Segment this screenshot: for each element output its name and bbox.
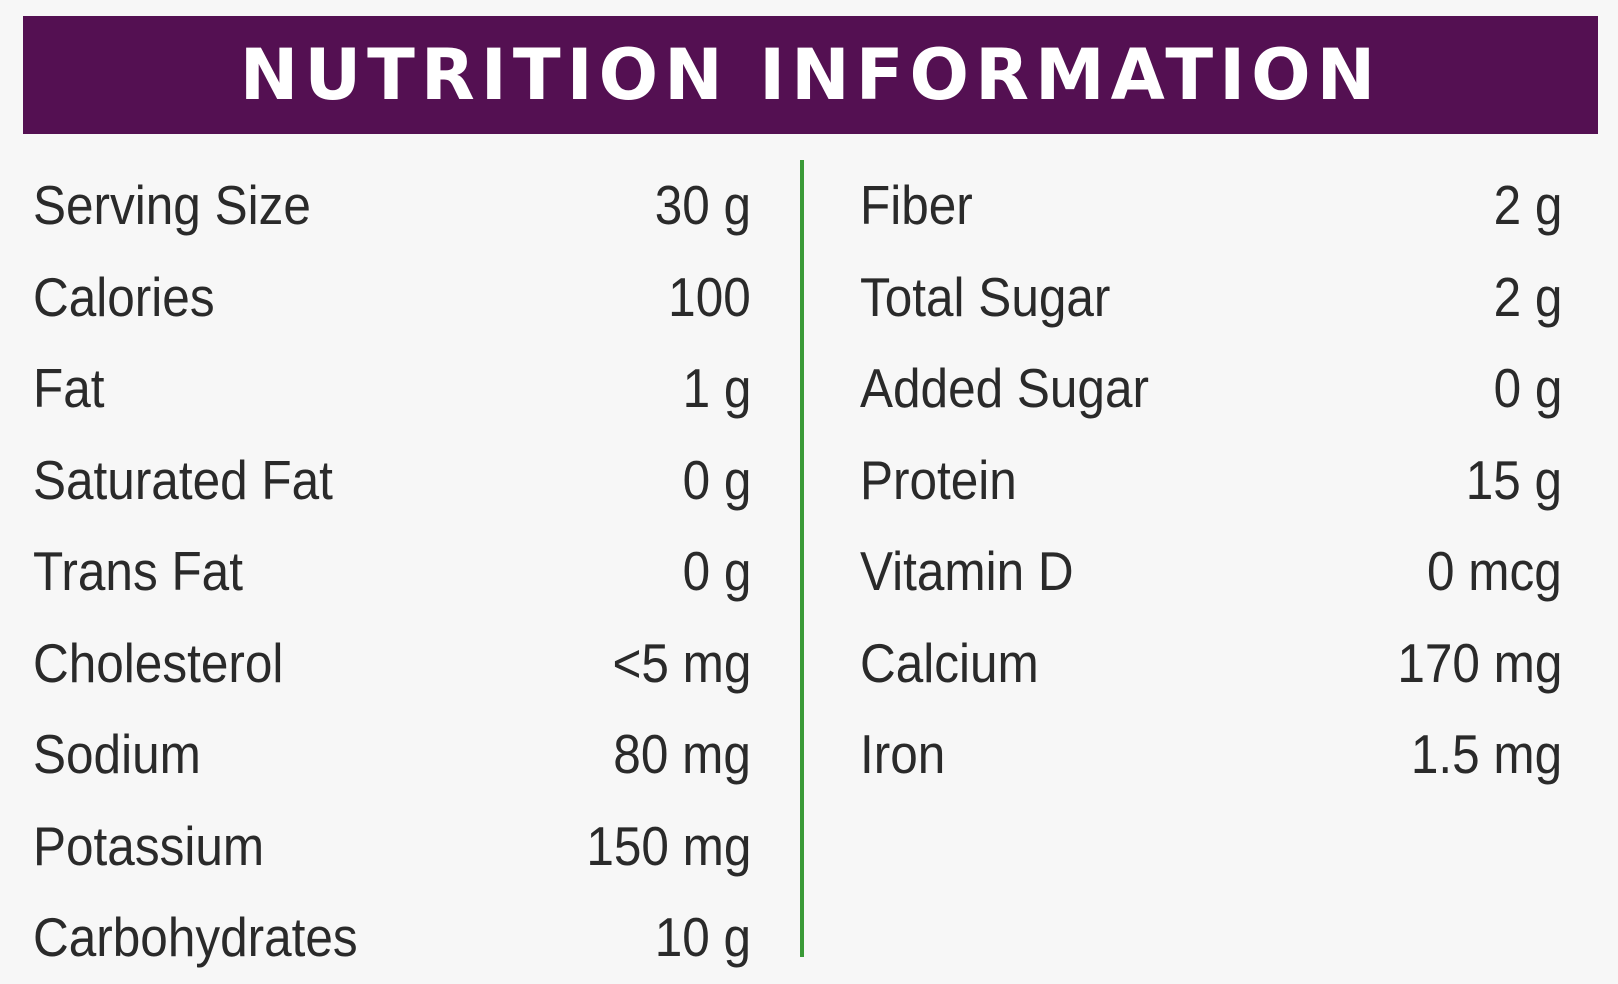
nutrient-label: Iron xyxy=(860,723,946,786)
nutrient-value: <5 mg xyxy=(612,631,751,694)
nutrient-label: Potassium xyxy=(33,814,265,877)
left-nutrient-column: Serving Size 30 g Calories 100 Fat 1 g S… xyxy=(33,160,751,984)
right-nutrient-column: Fiber 2 g Total Sugar 2 g Added Sugar 0 … xyxy=(860,160,1562,801)
nutrient-row-sodium: Sodium 80 mg xyxy=(33,709,751,801)
nutrient-label: Carbohydrates xyxy=(33,906,358,969)
nutrient-value: 150 mg xyxy=(585,814,751,877)
nutrient-label: Serving Size xyxy=(33,174,311,237)
nutrient-label: Calories xyxy=(33,265,215,328)
nutrient-value: 2 g xyxy=(1493,174,1562,237)
nutrient-value: 1 g xyxy=(682,357,751,420)
nutrient-value: 100 xyxy=(668,265,751,328)
nutrient-row-calories: Calories 100 xyxy=(33,252,751,344)
header-banner: NUTRITION INFORMATION xyxy=(23,16,1598,134)
nutrient-value: 170 mg xyxy=(1396,631,1562,694)
nutrient-value: 80 mg xyxy=(613,723,751,786)
nutrient-label: Fiber xyxy=(860,174,973,237)
nutrient-row-protein: Protein 15 g xyxy=(860,435,1562,527)
nutrient-label: Trans Fat xyxy=(33,540,243,603)
nutrient-row-serving-size: Serving Size 30 g xyxy=(33,160,751,252)
nutrient-value: 1.5 mg xyxy=(1410,723,1562,786)
nutrient-row-carbohydrates: Carbohydrates 10 g xyxy=(33,892,751,984)
nutrient-value: 0 mcg xyxy=(1427,540,1562,603)
nutrient-row-fiber: Fiber 2 g xyxy=(860,160,1562,252)
nutrient-row-iron: Iron 1.5 mg xyxy=(860,709,1562,801)
nutrient-label: Fat xyxy=(33,357,105,420)
nutrient-value: 15 g xyxy=(1465,448,1562,511)
nutrient-value: 30 g xyxy=(654,174,751,237)
nutrient-label: Vitamin D xyxy=(860,540,1074,603)
nutrient-label: Calcium xyxy=(860,631,1039,694)
nutrient-label: Saturated Fat xyxy=(33,448,333,511)
nutrient-value: 10 g xyxy=(654,906,751,969)
nutrient-value: 0 g xyxy=(1493,357,1562,420)
nutrient-row-potassium: Potassium 150 mg xyxy=(33,801,751,893)
nutrient-row-cholesterol: Cholesterol <5 mg xyxy=(33,618,751,710)
nutrient-label: Total Sugar xyxy=(860,265,1111,328)
nutrient-row-saturated-fat: Saturated Fat 0 g xyxy=(33,435,751,527)
nutrient-label: Added Sugar xyxy=(860,357,1149,420)
nutrient-label: Protein xyxy=(860,448,1017,511)
nutrient-value: 0 g xyxy=(682,448,751,511)
nutrient-row-added-sugar: Added Sugar 0 g xyxy=(860,343,1562,435)
page-title: NUTRITION INFORMATION xyxy=(239,34,1382,116)
nutrient-row-trans-fat: Trans Fat 0 g xyxy=(33,526,751,618)
nutrient-label: Cholesterol xyxy=(33,631,284,694)
nutrient-row-fat: Fat 1 g xyxy=(33,343,751,435)
nutrient-value: 0 g xyxy=(682,540,751,603)
nutrient-row-calcium: Calcium 170 mg xyxy=(860,618,1562,710)
column-divider xyxy=(800,160,804,957)
nutrient-label: Sodium xyxy=(33,723,201,786)
nutrient-row-vitamin-d: Vitamin D 0 mcg xyxy=(860,526,1562,618)
nutrient-value: 2 g xyxy=(1493,265,1562,328)
nutrient-row-total-sugar: Total Sugar 2 g xyxy=(860,252,1562,344)
